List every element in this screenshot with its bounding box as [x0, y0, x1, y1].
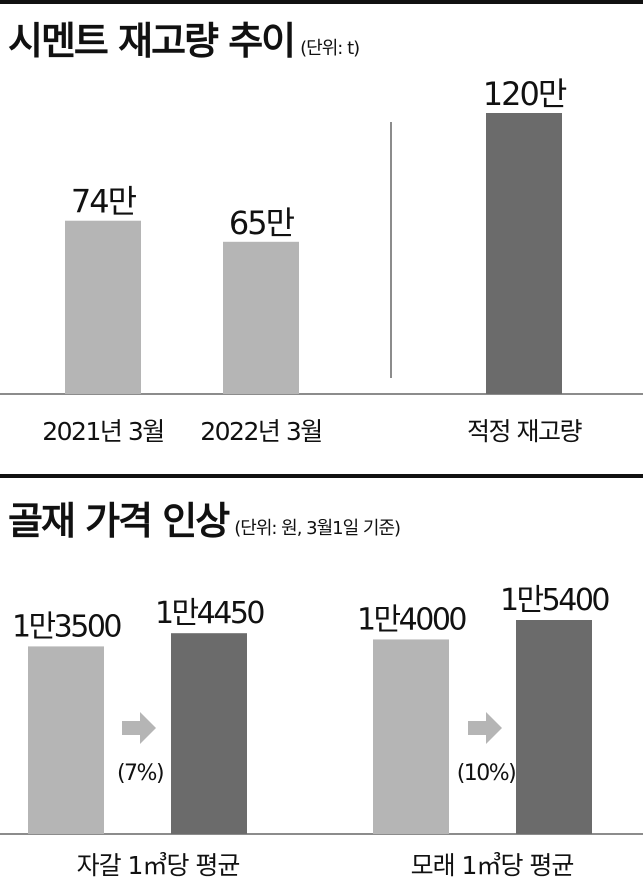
group-1-change-label: (7%)	[117, 761, 163, 786]
bar-2	[223, 241, 299, 394]
bar-3	[486, 113, 562, 394]
cement-title-text: 시멘트 재고량 추이	[8, 19, 296, 63]
arrow-right-icon-2	[468, 712, 502, 744]
bar-value-label-2: 65만	[229, 204, 295, 242]
group-1-value-label-2: 1만4450	[155, 596, 264, 631]
group-2-change-label: (10%)	[457, 761, 516, 786]
category-label-2: 2022년 3월	[200, 417, 321, 446]
group-1-bar-1	[28, 646, 104, 834]
category-label-3: 적정 재고량	[467, 417, 582, 446]
group-1-value-label-1: 1만3500	[12, 609, 121, 644]
top-rule	[0, 0, 643, 4]
group-2-value-label-1: 1만4000	[357, 602, 466, 637]
aggregate-chart-title: 골재 가격 인상 (단위: 원, 3월1일 기준)	[8, 499, 401, 543]
group-2-value-label-2: 1만5400	[500, 583, 609, 618]
cement-chart-title: 시멘트 재고량 추이 (단위: t)	[8, 19, 360, 63]
aggregate-unit-label: (단위: 원, 3월1일 기준)	[234, 518, 401, 539]
arrow-right-icon-1	[122, 712, 156, 744]
group-2-category-label: 모래 1㎥당 평균	[411, 851, 574, 880]
aggregate-title-text: 골재 가격 인상	[8, 499, 230, 543]
group-2-bar-2	[516, 620, 592, 834]
aggregate-price-chart: 1만3500 1만4450 (7%) 자갈 1㎥당 평균 1만4000 1만5400 (10…	[0, 583, 643, 880]
group-1-category-label: 자갈 1㎥당 평균	[77, 851, 240, 880]
bar-1	[65, 220, 141, 394]
group-2-bar-1	[373, 639, 449, 834]
section-divider-rule	[0, 474, 643, 478]
bar-value-label-3: 120만	[483, 75, 567, 113]
group-1-bar-2	[171, 633, 247, 834]
category-label-1: 2021년 3월	[42, 417, 163, 446]
cement-unit-label: (단위: t)	[300, 38, 360, 59]
bar-value-label-1: 74만	[71, 183, 137, 221]
